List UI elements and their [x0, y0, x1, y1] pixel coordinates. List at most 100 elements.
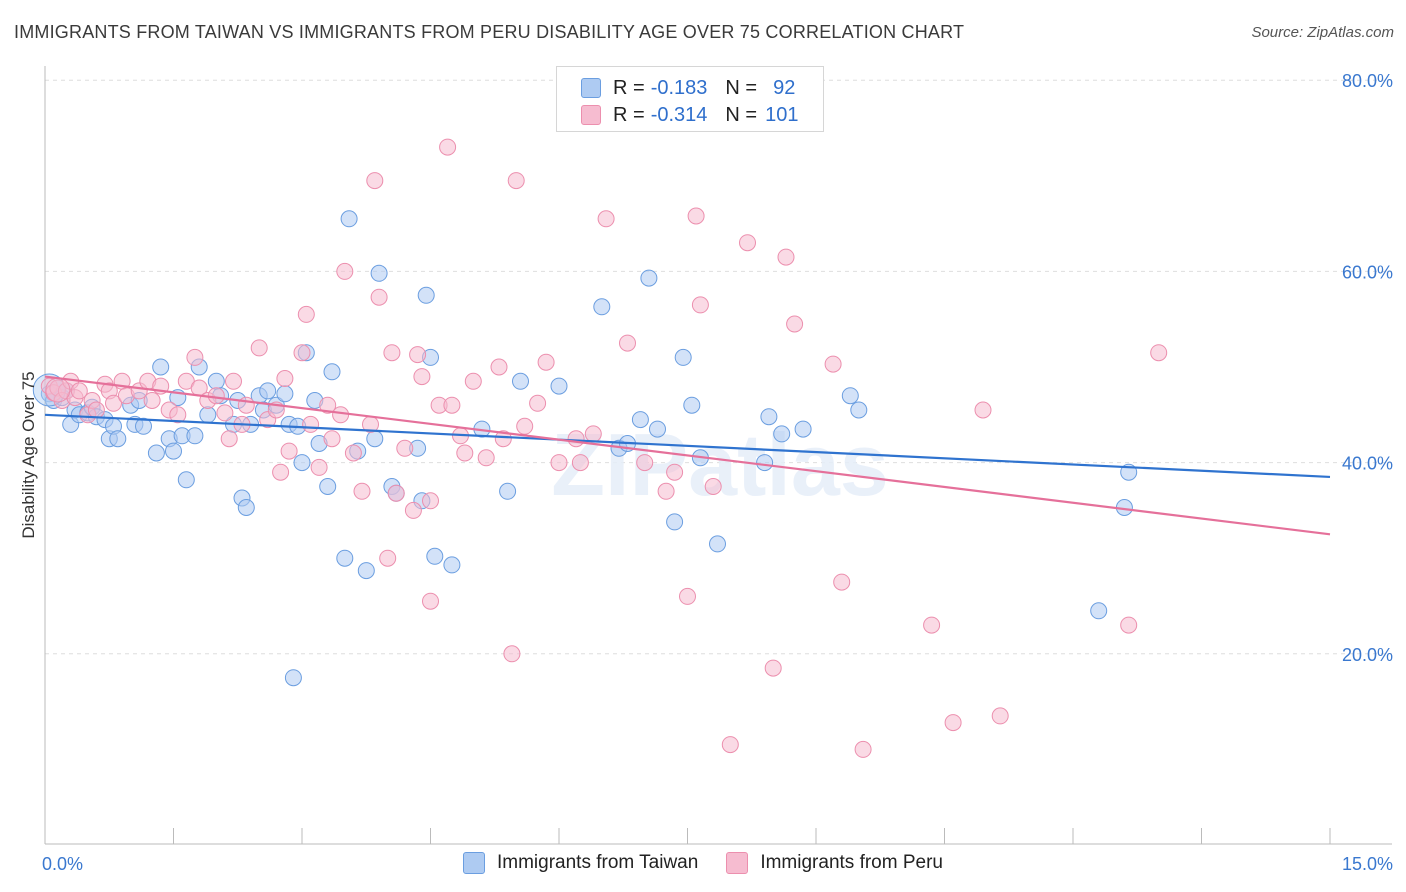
taiwan-point: [186, 427, 204, 445]
peru-point: [216, 404, 234, 422]
y-axis-label: Disability Age Over 75: [19, 371, 38, 538]
trend-lines: [44, 375, 1331, 536]
peru-point: [923, 616, 941, 634]
legend-label-taiwan: Immigrants from Taiwan: [497, 852, 699, 873]
series-peru-points: [40, 138, 1168, 758]
peru-point: [169, 406, 187, 424]
taiwan-point: [443, 556, 461, 574]
peru-point: [105, 394, 122, 412]
peru-point: [537, 353, 555, 371]
peru-point: [786, 315, 804, 333]
taiwan-point: [135, 417, 152, 435]
peru-point: [310, 458, 328, 476]
x-tick-label-max: 15.0%: [1342, 854, 1393, 874]
x-tick-label-min: 0.0%: [42, 854, 83, 874]
peru-point: [332, 406, 350, 424]
taiwan-point: [512, 372, 529, 390]
taiwan-point: [794, 420, 812, 438]
r-value-taiwan: -0.183: [650, 76, 708, 99]
taiwan-point: [709, 535, 726, 553]
peru-point: [833, 573, 851, 591]
peru-point: [721, 736, 739, 754]
taiwan-point: [550, 377, 568, 395]
peru-point: [679, 587, 696, 605]
taiwan-point: [336, 549, 354, 567]
peru-point: [974, 401, 992, 419]
peru-point: [344, 444, 362, 462]
peru-point: [657, 482, 675, 500]
peru-point: [353, 482, 371, 500]
peru-point: [422, 492, 439, 510]
peru-point: [567, 430, 585, 448]
taiwan-swatch: [463, 852, 485, 874]
taiwan-point: [366, 430, 384, 448]
r-value-peru: -0.314: [650, 103, 708, 126]
taiwan-point: [165, 442, 182, 460]
y-tick-label: 20.0%: [1342, 645, 1393, 665]
peru-point: [404, 501, 422, 519]
peru-point: [529, 394, 547, 412]
peru-point: [516, 417, 534, 435]
taiwan-point: [109, 430, 127, 448]
peru-point: [70, 382, 88, 400]
taiwan-point: [640, 269, 658, 287]
peru-point: [319, 396, 337, 414]
taiwan-point: [773, 425, 791, 443]
peru-point: [443, 396, 461, 414]
taiwan-point: [841, 387, 859, 405]
taiwan-point: [674, 348, 692, 366]
peru-swatch: [726, 852, 749, 874]
taiwan-point: [357, 562, 375, 580]
peru-point: [366, 172, 384, 190]
peru-point: [207, 387, 225, 405]
peru-point: [143, 392, 161, 409]
taiwan-point: [259, 382, 277, 400]
taiwan-point: [207, 372, 225, 390]
peru-point: [764, 659, 782, 677]
peru-point: [666, 463, 684, 481]
peru-point: [383, 344, 401, 362]
taiwan-point: [152, 358, 170, 376]
legend-row-peru: R = -0.314 N = 101: [581, 103, 798, 127]
peru-point: [704, 478, 722, 495]
peru-point: [854, 740, 872, 758]
peru-point: [636, 454, 654, 472]
peru-point: [739, 234, 756, 252]
taiwan-point: [340, 210, 358, 228]
peru-point: [379, 549, 397, 567]
taiwan-point: [199, 406, 217, 424]
n-label: N =: [725, 76, 758, 99]
series-legend: Immigrants from Taiwan Immigrants from P…: [0, 852, 1406, 874]
taiwan-point: [1090, 602, 1108, 620]
peru-point: [619, 334, 636, 352]
peru-point: [272, 463, 290, 481]
peru-point: [944, 714, 962, 732]
peru-point: [597, 210, 615, 228]
legend-label-peru: Immigrants from Peru: [760, 852, 943, 873]
taiwan-point: [319, 478, 337, 495]
peru-point: [297, 305, 315, 323]
peru-point: [87, 401, 105, 419]
taiwan-point: [147, 444, 165, 462]
taiwan-point: [499, 482, 517, 500]
peru-trend-line: [44, 375, 1331, 536]
taiwan-point: [237, 499, 255, 516]
taiwan-point: [426, 547, 444, 565]
n-value-taiwan: 92: [773, 76, 796, 99]
peru-point: [336, 262, 354, 280]
taiwan-point: [631, 411, 649, 429]
watermark: ZIPatlas: [551, 415, 888, 514]
series-taiwan-points: [32, 210, 1138, 687]
peru-point: [387, 484, 405, 502]
peru-point: [456, 444, 474, 462]
taiwan-point: [370, 264, 388, 282]
peru-point: [991, 707, 1009, 725]
taiwan-point: [284, 669, 302, 687]
legend-row-taiwan: R = -0.183 N = 92: [581, 76, 795, 100]
peru-point: [507, 172, 525, 190]
peru-point: [1120, 616, 1138, 634]
peru-point: [422, 592, 439, 610]
r-label: R =: [613, 103, 645, 126]
taiwan-point: [756, 454, 774, 472]
